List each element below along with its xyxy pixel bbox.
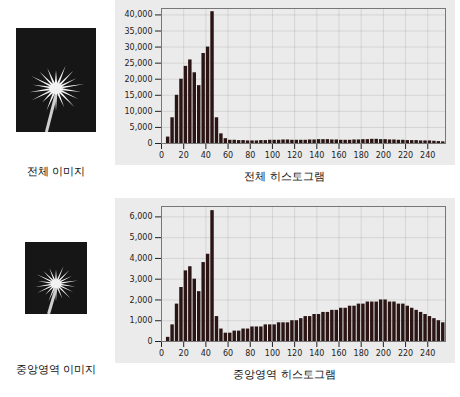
svg-text:20,000: 20,000 bbox=[124, 75, 152, 84]
svg-text:180: 180 bbox=[353, 151, 368, 160]
svg-text:0: 0 bbox=[158, 349, 163, 358]
html-text:중앙영역 히스토그램: 중앙영역 히스토그램 bbox=[233, 368, 336, 381]
svg-text:120: 120 bbox=[286, 349, 301, 358]
svg-text:0: 0 bbox=[147, 337, 152, 346]
svg-text:220: 220 bbox=[397, 349, 412, 358]
svg-text:5,000: 5,000 bbox=[129, 123, 152, 132]
svg-text:40: 40 bbox=[200, 349, 210, 358]
svg-text:60: 60 bbox=[222, 151, 232, 160]
svg-text:240: 240 bbox=[420, 151, 435, 160]
svg-text:5,000: 5,000 bbox=[129, 233, 152, 242]
svg-text:80: 80 bbox=[245, 151, 255, 160]
svg-text:4,000: 4,000 bbox=[129, 254, 152, 263]
svg-text:3,000: 3,000 bbox=[129, 275, 152, 284]
html-text:전체 히스토그램: 전체 히스토그램 bbox=[244, 170, 325, 183]
svg-text:1,000: 1,000 bbox=[129, 316, 152, 325]
svg-text:10,000: 10,000 bbox=[124, 107, 152, 116]
svg-text:0: 0 bbox=[158, 151, 163, 160]
svg-text:2,000: 2,000 bbox=[129, 296, 152, 305]
svg-text:40,000: 40,000 bbox=[124, 10, 152, 19]
html-text:전체 이미지: 전체 이미지 bbox=[26, 165, 86, 178]
html-text:중앙영역 이미지: 중앙영역 이미지 bbox=[15, 363, 97, 376]
svg-text:6,000: 6,000 bbox=[129, 212, 152, 221]
svg-text:160: 160 bbox=[331, 349, 346, 358]
svg-text:200: 200 bbox=[375, 151, 390, 160]
svg-text:30,000: 30,000 bbox=[124, 43, 152, 52]
svg-text:240: 240 bbox=[420, 349, 435, 358]
svg-text:160: 160 bbox=[331, 151, 346, 160]
svg-text:60: 60 bbox=[222, 349, 232, 358]
svg-text:100: 100 bbox=[264, 151, 279, 160]
svg-text:180: 180 bbox=[353, 349, 368, 358]
svg-text:120: 120 bbox=[286, 151, 301, 160]
svg-text:15,000: 15,000 bbox=[124, 91, 152, 100]
svg-text:40: 40 bbox=[200, 151, 210, 160]
svg-text:20: 20 bbox=[178, 151, 188, 160]
svg-text:220: 220 bbox=[397, 151, 412, 160]
svg-text:35,000: 35,000 bbox=[124, 27, 152, 36]
svg-text:0: 0 bbox=[147, 139, 152, 148]
svg-text:200: 200 bbox=[375, 349, 390, 358]
svg-text:100: 100 bbox=[264, 349, 279, 358]
svg-text:140: 140 bbox=[309, 151, 324, 160]
svg-text:140: 140 bbox=[309, 349, 324, 358]
svg-text:80: 80 bbox=[245, 349, 255, 358]
svg-text:20: 20 bbox=[178, 349, 188, 358]
svg-text:25,000: 25,000 bbox=[124, 59, 152, 68]
